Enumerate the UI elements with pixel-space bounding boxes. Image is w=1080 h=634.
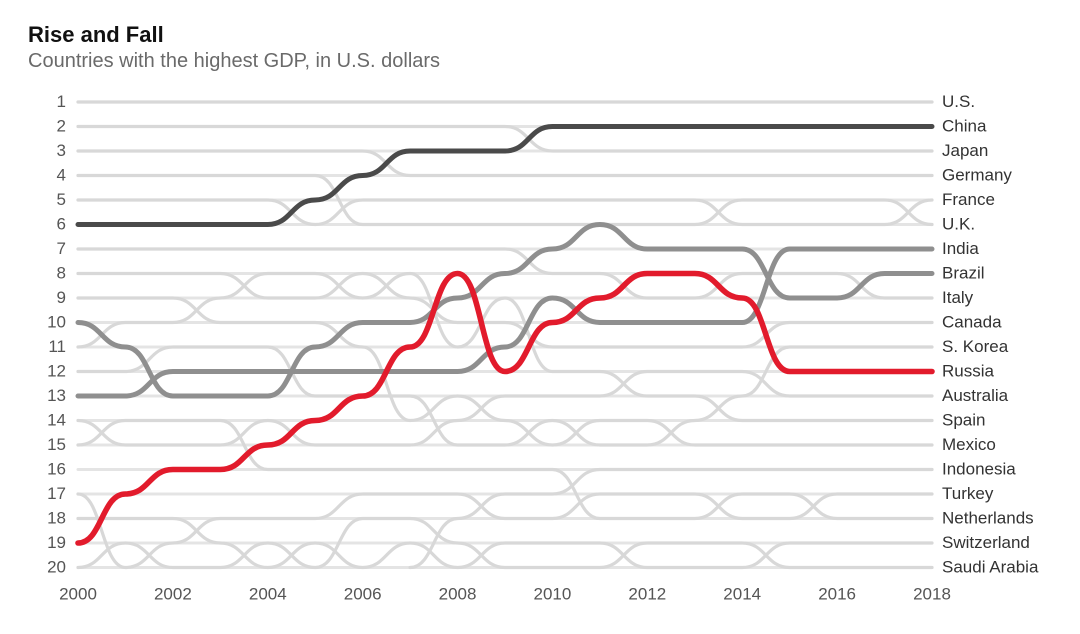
y-tick-label: 16 bbox=[47, 460, 66, 479]
x-tick-label: 2014 bbox=[723, 585, 761, 604]
y-tick-label: 11 bbox=[48, 337, 66, 356]
series-line bbox=[78, 151, 932, 176]
x-tick-label: 2010 bbox=[534, 585, 572, 604]
country-label: Japan bbox=[942, 141, 988, 160]
y-tick-label: 8 bbox=[57, 264, 66, 283]
y-tick-label: 1 bbox=[57, 92, 66, 111]
y-tick-label: 4 bbox=[57, 166, 66, 185]
country-label: Brazil bbox=[942, 264, 985, 283]
country-label: Saudi Arabia bbox=[942, 558, 1039, 577]
country-label: Australia bbox=[942, 386, 1009, 405]
y-tick-label: 12 bbox=[47, 362, 66, 381]
y-tick-label: 14 bbox=[47, 411, 66, 430]
series-line bbox=[78, 494, 932, 568]
country-label: Canada bbox=[942, 313, 1002, 332]
y-tick-label: 20 bbox=[47, 558, 66, 577]
y-tick-label: 15 bbox=[47, 435, 66, 454]
y-tick-label: 2 bbox=[57, 117, 66, 136]
y-tick-label: 3 bbox=[57, 141, 66, 160]
series-line bbox=[78, 127, 932, 152]
bump-chart: 1234567891011121314151617181920200020022… bbox=[28, 92, 1060, 606]
x-tick-label: 2002 bbox=[154, 585, 192, 604]
y-tick-label: 6 bbox=[57, 215, 66, 234]
country-label: Spain bbox=[942, 411, 985, 430]
country-label: S. Korea bbox=[942, 337, 1009, 356]
x-tick-label: 2006 bbox=[344, 585, 382, 604]
country-label: India bbox=[942, 239, 979, 258]
country-label: France bbox=[942, 190, 995, 209]
country-label: U.K. bbox=[942, 215, 975, 234]
series-line bbox=[78, 200, 932, 225]
series-line bbox=[78, 372, 932, 446]
country-label: Russia bbox=[942, 362, 995, 381]
y-tick-label: 19 bbox=[47, 533, 66, 552]
y-tick-label: 10 bbox=[47, 313, 66, 332]
country-label: Italy bbox=[942, 288, 974, 307]
series-line bbox=[78, 274, 932, 544]
country-label: Germany bbox=[942, 166, 1012, 185]
y-tick-label: 13 bbox=[47, 386, 66, 405]
y-tick-label: 7 bbox=[57, 239, 66, 258]
x-tick-label: 2004 bbox=[249, 585, 287, 604]
chart-title: Rise and Fall bbox=[28, 22, 1052, 48]
chart-subtitle: Countries with the highest GDP, in U.S. … bbox=[28, 50, 1052, 73]
series-line bbox=[78, 274, 932, 348]
country-label: Switzerland bbox=[942, 533, 1030, 552]
x-tick-label: 2012 bbox=[628, 585, 666, 604]
y-tick-label: 5 bbox=[57, 190, 66, 209]
country-label: U.S. bbox=[942, 92, 975, 111]
country-label: Mexico bbox=[942, 435, 996, 454]
country-label: Indonesia bbox=[942, 460, 1016, 479]
x-tick-label: 2000 bbox=[59, 585, 97, 604]
y-tick-label: 17 bbox=[47, 484, 66, 503]
country-label: Turkey bbox=[942, 484, 994, 503]
x-tick-label: 2016 bbox=[818, 585, 856, 604]
x-tick-label: 2018 bbox=[913, 585, 951, 604]
x-tick-label: 2008 bbox=[439, 585, 477, 604]
y-tick-label: 9 bbox=[57, 288, 66, 307]
country-label: China bbox=[942, 117, 987, 136]
y-tick-label: 18 bbox=[47, 509, 66, 528]
country-label: Netherlands bbox=[942, 509, 1034, 528]
